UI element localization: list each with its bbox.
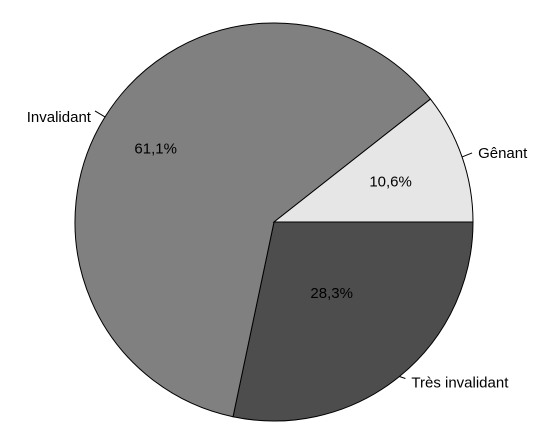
- leader-line-tres-invalidant: [399, 376, 406, 379]
- pie-labels: 28,3% Très invalidant 61,1% Invalidant 10,6%…: [27, 109, 528, 392]
- category-label-tres-invalidant: Très invalidant: [411, 375, 509, 392]
- category-label-genant: Gênant: [478, 145, 528, 162]
- leader-line-invalidant: [94, 110, 106, 118]
- leader-line-genant: [461, 152, 473, 158]
- pie-slices: [74, 22, 474, 422]
- pie-slice-invalidant: [74, 22, 432, 418]
- leader-lines: [94, 110, 473, 379]
- value-label-invalidant: 61,1%: [134, 140, 177, 157]
- pie-slice-tres-invalidant: [232, 221, 474, 422]
- pie-slice-genant: [272, 98, 474, 223]
- value-label-tres-invalidant: 28,3%: [310, 285, 353, 302]
- value-label-genant: 10,6%: [369, 174, 412, 191]
- category-label-invalidant: Invalidant: [27, 109, 92, 126]
